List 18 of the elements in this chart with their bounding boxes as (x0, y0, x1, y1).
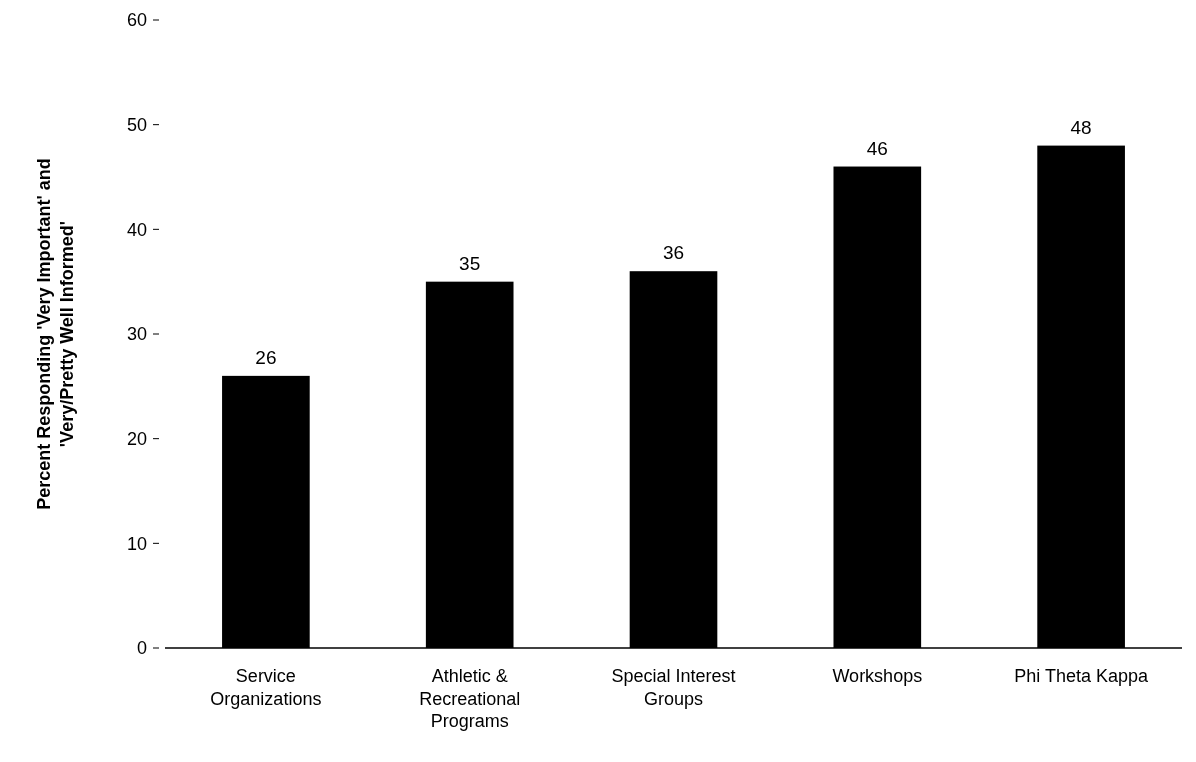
y-tick-label: 50 (126, 114, 147, 135)
y-tick-label: 30 (126, 324, 147, 345)
data-label: 48 (1070, 116, 1092, 138)
x-tick-label: Special Interest Groups (611, 666, 736, 709)
x-tick-label: Phi Theta Kappa (1014, 666, 1149, 686)
y-tick-label: 10 (126, 533, 147, 554)
x-tick-label: Workshops (832, 666, 923, 686)
data-label: 26 (255, 346, 277, 368)
y-tick-label: 0 (136, 638, 147, 659)
y-tick-label: 40 (126, 219, 147, 240)
y-axis-title: Percent Responding 'Very Important' and 'Very/Pretty Well Informed' (34, 158, 77, 510)
y-tick-label: 60 (126, 10, 147, 31)
x-tick-label: Service Organizations (210, 666, 322, 709)
data-label: 35 (459, 252, 481, 274)
data-label: 36 (662, 242, 685, 264)
y-tick-label: 20 (126, 428, 147, 449)
data-label: 46 (866, 137, 888, 159)
x-tick-label: Athletic & Recreational Programs (419, 666, 521, 731)
